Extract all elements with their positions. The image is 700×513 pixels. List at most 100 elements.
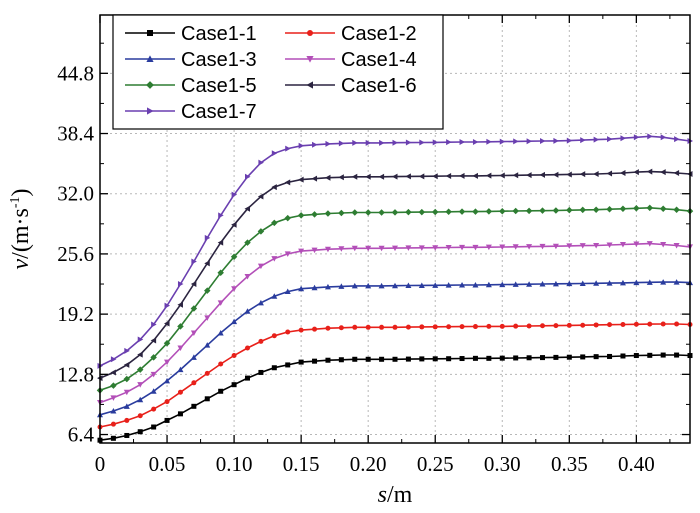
x-tick-label: 0.10 — [216, 452, 253, 476]
data-point — [285, 362, 291, 368]
legend-swatch-marker — [307, 30, 313, 36]
data-point — [325, 325, 331, 331]
data-point — [325, 357, 331, 363]
data-point — [244, 205, 250, 212]
data-point — [566, 206, 573, 214]
series-line-case1-6 — [99, 170, 691, 379]
data-point — [472, 355, 478, 361]
data-point — [459, 356, 465, 362]
series-line-case1-4 — [99, 242, 691, 404]
data-point — [150, 388, 157, 394]
data-point — [124, 432, 130, 438]
data-point — [660, 352, 666, 358]
data-point — [177, 345, 184, 351]
data-point — [580, 354, 586, 360]
data-point — [446, 139, 452, 146]
series-case1-2 — [97, 321, 693, 430]
data-point — [539, 243, 546, 250]
data-point — [418, 282, 425, 288]
data-point — [257, 228, 265, 235]
legend-label: Case1-5 — [181, 75, 257, 97]
data-point — [392, 173, 398, 180]
data-point — [486, 138, 492, 145]
data-point — [137, 429, 143, 435]
data-point — [284, 251, 291, 257]
data-point — [419, 324, 425, 330]
data-point — [499, 138, 506, 145]
data-point — [284, 179, 291, 186]
data-point — [110, 408, 117, 414]
data-point — [231, 286, 238, 292]
data-point — [378, 282, 385, 289]
data-point — [472, 138, 479, 145]
data-point — [365, 245, 372, 252]
data-point — [540, 355, 545, 361]
data-point — [606, 205, 613, 213]
legend-item-case1-4: Case1-4 — [285, 49, 417, 71]
data-point — [432, 356, 438, 362]
data-point — [378, 173, 385, 180]
data-point — [298, 176, 304, 183]
data-point — [459, 138, 466, 145]
data-point — [123, 403, 130, 409]
data-point — [405, 324, 411, 330]
series-layer — [96, 133, 694, 443]
data-point — [164, 320, 170, 327]
data-point — [673, 242, 680, 249]
data-point — [418, 245, 425, 251]
data-point — [324, 246, 331, 253]
data-point — [512, 207, 519, 215]
data-point — [245, 375, 250, 381]
data-point — [177, 411, 183, 417]
data-point — [646, 279, 653, 285]
legend-label: Case1-6 — [341, 75, 417, 97]
data-point — [526, 244, 533, 250]
legend-label: Case1-4 — [341, 49, 417, 71]
data-point — [271, 256, 278, 262]
data-point — [593, 322, 599, 328]
data-point — [607, 322, 613, 328]
data-point — [619, 279, 626, 286]
data-point — [231, 318, 238, 325]
data-point — [258, 369, 264, 375]
data-point — [552, 280, 559, 287]
data-point — [378, 245, 385, 252]
data-point — [258, 159, 264, 166]
data-point — [324, 174, 331, 181]
data-point — [526, 355, 532, 361]
data-point — [351, 282, 358, 289]
data-point — [365, 356, 371, 362]
data-point — [271, 365, 277, 371]
legend-item-case1-1: Case1-1 — [125, 23, 257, 45]
data-point — [405, 245, 412, 251]
data-point — [204, 396, 210, 402]
data-point — [379, 356, 385, 362]
data-point — [445, 173, 452, 180]
data-point — [633, 321, 639, 327]
data-point — [512, 172, 519, 179]
data-point — [351, 173, 358, 180]
data-point — [472, 208, 479, 215]
data-point — [191, 403, 197, 409]
data-point — [351, 245, 358, 252]
legend-swatch-marker — [147, 30, 153, 36]
data-point — [418, 173, 425, 180]
series-case1-5 — [96, 204, 694, 394]
data-point — [379, 139, 385, 146]
data-point — [485, 172, 492, 179]
data-point — [338, 283, 345, 289]
data-point — [151, 321, 157, 328]
data-point — [647, 133, 653, 140]
data-point — [271, 333, 277, 339]
data-point — [151, 424, 157, 430]
data-point — [298, 248, 305, 255]
data-point — [646, 204, 654, 212]
data-point — [312, 358, 318, 364]
data-point — [177, 281, 184, 288]
data-point — [606, 242, 613, 248]
data-point — [190, 354, 197, 360]
data-point — [445, 245, 452, 251]
data-point — [472, 172, 478, 179]
data-point — [217, 269, 224, 276]
